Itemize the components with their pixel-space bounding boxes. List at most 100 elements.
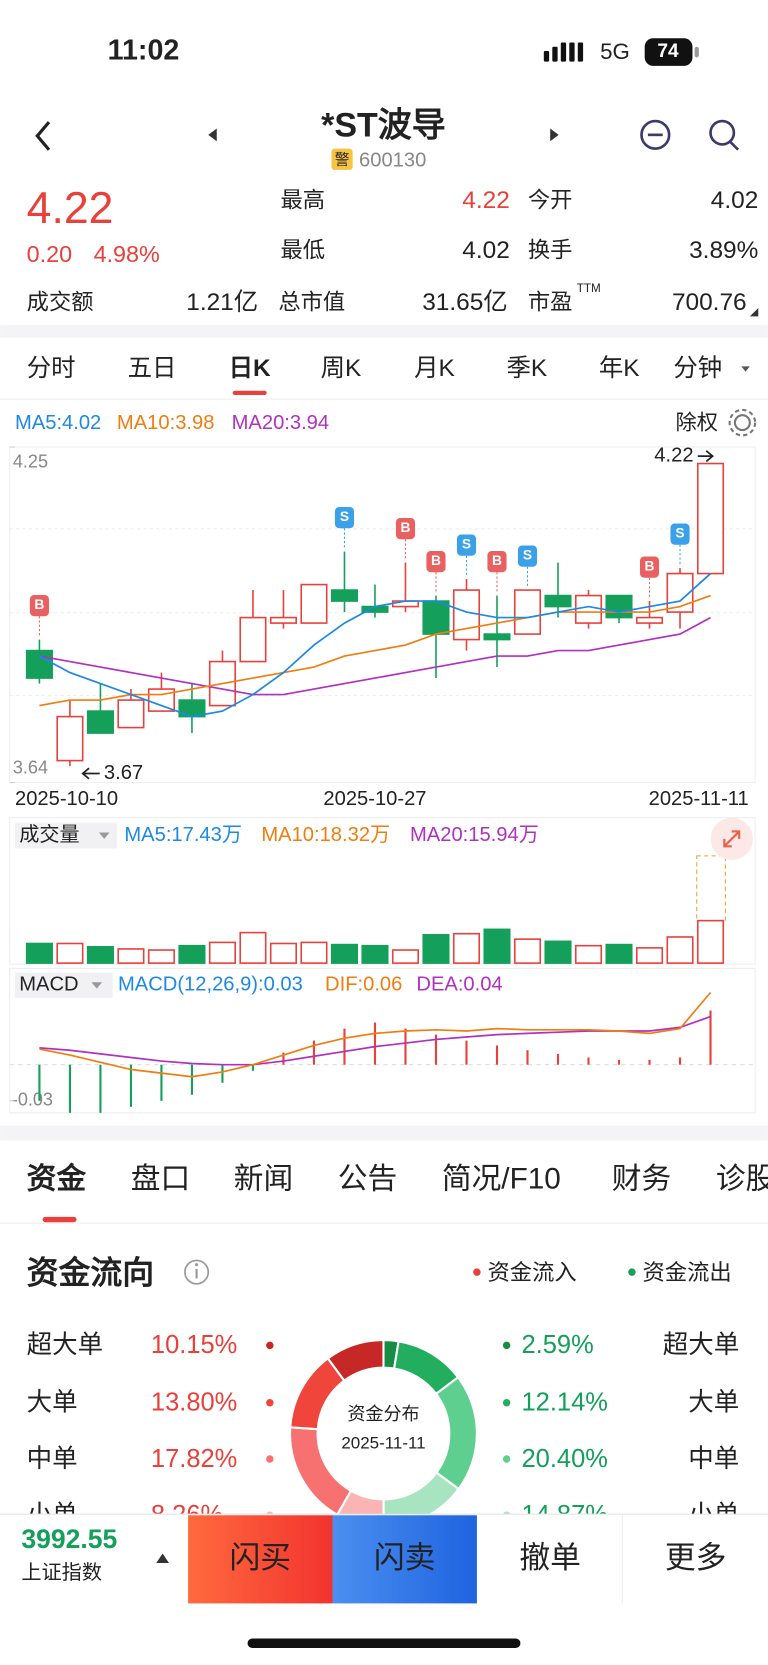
settings-icon[interactable]: [728, 408, 757, 437]
action-button-label[interactable]: 撤单: [519, 1540, 581, 1575]
macd-bar: [373, 1022, 377, 1065]
period-tab[interactable]: 分时: [27, 355, 76, 382]
period-tab[interactable]: 周K: [321, 355, 362, 382]
buy-button[interactable]: [188, 1515, 333, 1604]
section-gap: [0, 324, 768, 338]
stat-value: 1.21亿: [186, 289, 258, 316]
legend-label: 资金流入: [488, 1260, 577, 1285]
detail-tab[interactable]: 盘口: [131, 1163, 190, 1196]
volume-bar: [391, 949, 420, 964]
x-tick-label: 2025-11-11: [649, 788, 749, 810]
outflow-value: 12.14%: [522, 1389, 608, 1417]
detail-tab[interactable]: 财务: [612, 1163, 671, 1196]
detail-tab[interactable]: 诊股: [716, 1163, 768, 1196]
macd-legend: DIF:0.06: [325, 974, 402, 996]
volume-bar: [666, 936, 694, 964]
macd-bar: [617, 1059, 621, 1065]
macd-bar: [129, 1064, 133, 1107]
row-dot: [502, 1341, 511, 1350]
index-toggle[interactable]: [156, 1553, 169, 1564]
macd-bar: [99, 1064, 102, 1113]
period-tab[interactable]: 年K: [599, 355, 640, 382]
next-stock[interactable]: [550, 128, 559, 142]
row-label: 大单: [688, 1389, 739, 1417]
period-tab[interactable]: 季K: [506, 355, 547, 382]
index-value: 3992.55: [21, 1524, 117, 1554]
section-gap: [0, 1125, 768, 1141]
y-tick-label: -0.03: [12, 1090, 53, 1110]
prev-stock[interactable]: [208, 128, 217, 142]
period-tab[interactable]: 月K: [414, 355, 455, 382]
macd-bar: [68, 1064, 71, 1113]
stat-value: 3.89%: [689, 237, 758, 264]
remove-watch-button[interactable]: [640, 119, 671, 150]
detail-tab[interactable]: 简况/F10: [442, 1163, 561, 1196]
volume-bar: [544, 940, 572, 964]
period-tab[interactable]: 分钟: [673, 355, 722, 382]
high-price-label: 4.22: [654, 444, 693, 466]
stat-value: 4.22: [462, 187, 510, 214]
candle-body: [452, 589, 481, 641]
row-dot: [266, 1341, 274, 1350]
volume-legend: MA10:18.32万: [261, 824, 390, 846]
candle-body: [696, 462, 725, 575]
index-name: 上证指数: [21, 1561, 102, 1584]
volume-bar: [361, 944, 389, 964]
macd-bar: [587, 1057, 590, 1065]
macd-legend: DEA:0.04: [416, 974, 502, 996]
legend-dot: [473, 1268, 481, 1276]
macd-bar: [251, 1064, 255, 1071]
dropdown-arrow: [741, 366, 750, 372]
kline-frame: [9, 446, 756, 784]
detail-tab[interactable]: 公告: [338, 1163, 397, 1196]
macd-bar: [282, 1052, 285, 1065]
price-change-pct: 4.98%: [94, 241, 160, 267]
candle-body: [544, 594, 572, 608]
volume-bar: [117, 948, 145, 964]
status-time: 11:02: [108, 35, 180, 67]
legend-label: 资金流出: [643, 1260, 732, 1285]
outflow-value: 2.59%: [522, 1331, 594, 1359]
adjust-toggle[interactable]: 除权: [676, 410, 718, 434]
period-tab[interactable]: 日K: [229, 355, 271, 382]
volume-bar: [208, 941, 236, 964]
info-icon[interactable]: [184, 1259, 210, 1285]
ma-legend: MA5:4.02: [15, 412, 101, 434]
battery-level: 74: [657, 41, 679, 62]
low-price-label: 3.67: [104, 762, 143, 784]
volume-frame: [9, 817, 756, 965]
detail-tab[interactable]: 新闻: [234, 1163, 293, 1196]
macd-bar: [38, 1064, 41, 1101]
sell-button[interactable]: [332, 1515, 477, 1604]
volume-bar: [86, 945, 114, 964]
stat-value: 700.76: [672, 289, 747, 316]
expand-hint-box: [696, 855, 726, 923]
back-button[interactable]: [35, 121, 51, 151]
active-tab-underline: [232, 390, 267, 396]
action-button-label[interactable]: 闪买: [230, 1540, 292, 1575]
volume-bar: [483, 928, 511, 964]
stat-value: 31.65亿: [422, 289, 507, 316]
panel-selector[interactable]: [15, 822, 117, 849]
outflow-value: 20.40%: [522, 1445, 608, 1473]
detail-tab[interactable]: 资金: [27, 1162, 87, 1196]
action-button-label[interactable]: 更多: [665, 1540, 727, 1575]
candle-body: [605, 594, 633, 619]
search-button[interactable]: [709, 119, 740, 151]
signal-label: S: [340, 509, 349, 524]
battery-icon: [644, 38, 693, 66]
macd-bar: [465, 1040, 468, 1065]
high-price-arrow: [697, 450, 714, 463]
ma-legend: MA20:3.94: [232, 412, 329, 434]
period-tab[interactable]: 五日: [128, 355, 177, 382]
macd-title[interactable]: MACD: [19, 974, 78, 996]
stock-code: 600130: [359, 150, 426, 172]
stat-superscript: TTM: [577, 282, 601, 295]
volume-bar: [56, 942, 84, 964]
volume-title[interactable]: 成交量: [19, 823, 79, 846]
signal-label: S: [675, 526, 684, 541]
ma20-line: [39, 616, 711, 696]
action-button-label[interactable]: 闪卖: [374, 1540, 436, 1575]
macd-bar: [648, 1059, 651, 1065]
